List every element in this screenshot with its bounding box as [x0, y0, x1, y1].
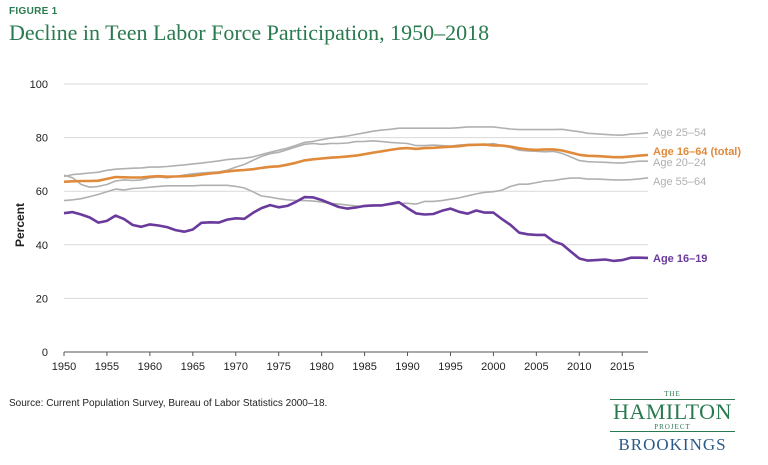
- y-tick-label: 20: [36, 293, 48, 305]
- x-tick-label: 1975: [266, 361, 290, 373]
- source-note: Source: Current Population Survey, Burea…: [9, 398, 328, 409]
- series-line-age-20-24: [63, 140, 648, 188]
- figure-label: FIGURE 1: [9, 6, 58, 17]
- y-tick-label: 100: [30, 79, 48, 91]
- x-tick-label: 1950: [52, 361, 76, 373]
- chart-title: Decline in Teen Labor Force Participatio…: [9, 20, 490, 45]
- y-tick-label: 80: [36, 133, 48, 145]
- logo-project: PROJECT: [654, 423, 691, 431]
- x-tick-label: 2005: [524, 361, 548, 373]
- x-tick-label: 1965: [181, 361, 205, 373]
- logo-hamilton: HAMILTON: [613, 399, 732, 424]
- series-label-age-55-64: Age 55–64: [653, 176, 706, 188]
- logo-brookings: BROOKINGS: [618, 435, 727, 454]
- y-tick-label: 0: [42, 347, 48, 359]
- x-tick-label: 2000: [481, 361, 505, 373]
- x-tick-label: 1990: [395, 361, 419, 373]
- x-tick-label: 1960: [138, 361, 162, 373]
- series-line-age-16-64-total-: [63, 143, 649, 184]
- x-tick-label: 1985: [352, 361, 376, 373]
- x-tick-label: 2010: [567, 361, 591, 373]
- logo-the: THE: [664, 390, 681, 398]
- series-label-age-16-64-total-: Age 16–64 (total): [653, 146, 741, 158]
- y-tick-label: 40: [36, 240, 48, 252]
- series-line-age-55-64: [63, 177, 649, 208]
- series-line-age-16-19: [63, 195, 649, 263]
- series-line-age-25-54: [63, 126, 649, 178]
- x-tick-label: 2015: [610, 361, 634, 373]
- series-label-age-20-24: Age 20–24: [653, 157, 706, 169]
- x-tick-label: 1980: [309, 361, 333, 373]
- x-tick-label: 1970: [224, 361, 248, 373]
- series-label-age-25-54: Age 25–54: [653, 127, 706, 139]
- y-tick-label: 60: [36, 186, 48, 198]
- x-tick-label: 1995: [438, 361, 462, 373]
- hamilton-brookings-logo: THE HAMILTON PROJECT BROOKINGS: [600, 390, 745, 455]
- logo-box: HAMILTON PROJECT: [610, 399, 735, 432]
- x-tick-label: 1955: [95, 361, 119, 373]
- series-label-age-16-19: Age 16–19: [653, 253, 707, 265]
